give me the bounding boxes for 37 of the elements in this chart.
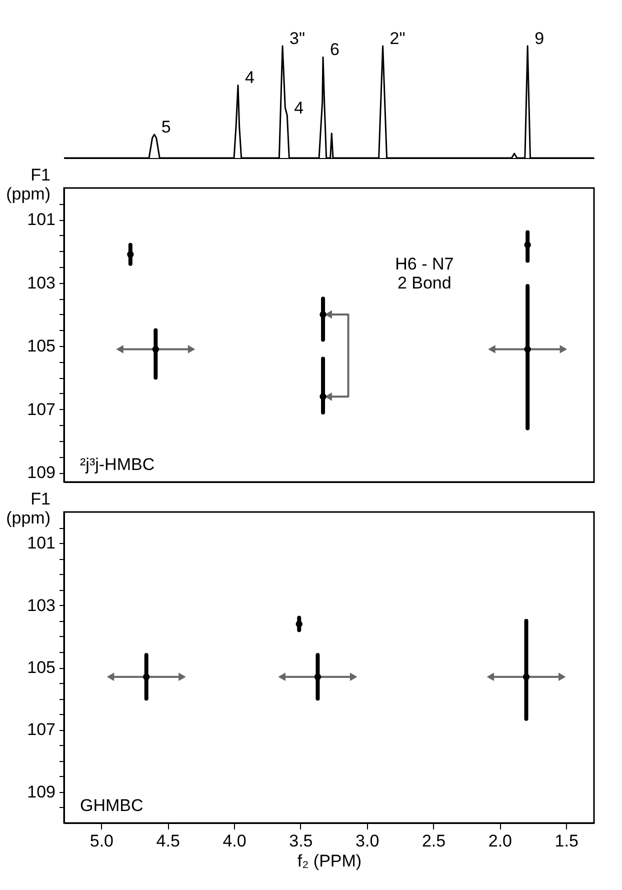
y-tick-label: 105 bbox=[27, 336, 56, 356]
y-tick-label: 101 bbox=[27, 210, 56, 230]
y-tick-label: 109 bbox=[27, 782, 56, 802]
x-tick-label: 2.0 bbox=[488, 832, 512, 850]
y-tick-label: 101 bbox=[27, 534, 56, 553]
y-tick-label: 107 bbox=[27, 720, 56, 740]
x-axis-title: f₂ (PPM) bbox=[297, 852, 362, 870]
x-tick-label: 3.0 bbox=[356, 832, 380, 850]
annotation: 6 bbox=[330, 40, 340, 60]
x-tick-label: 5.0 bbox=[90, 832, 114, 850]
x-tick-label: 2.5 bbox=[422, 832, 446, 850]
y-tick-label: 103 bbox=[27, 596, 56, 615]
annotation: 4 bbox=[294, 98, 304, 118]
point bbox=[320, 311, 326, 318]
annotation: 3" bbox=[290, 29, 306, 48]
annotation: GHMBC bbox=[80, 796, 144, 815]
annotation: 4 bbox=[245, 68, 254, 88]
point bbox=[152, 346, 160, 353]
annotation: 5 bbox=[161, 117, 171, 136]
y-axis-title: F1 (ppm) bbox=[6, 490, 50, 528]
y-tick-label: 105 bbox=[27, 658, 56, 677]
x-tick-label: 1.5 bbox=[554, 832, 578, 850]
point bbox=[524, 346, 531, 353]
y-axis-title: F1 (ppm) bbox=[6, 166, 50, 204]
annotation: ²j³j-HMBC bbox=[80, 455, 155, 474]
y-tick-label: 109 bbox=[27, 463, 56, 482]
x-tick-label: 4.0 bbox=[222, 832, 246, 850]
annotation: 9 bbox=[534, 29, 544, 48]
point bbox=[524, 242, 531, 248]
annotation: H6 - N7 2 Bond bbox=[395, 254, 454, 292]
x-tick-label: 4.5 bbox=[156, 832, 180, 850]
annotation: 2" bbox=[390, 29, 406, 48]
y-tick-label: 103 bbox=[27, 273, 56, 292]
point bbox=[320, 393, 326, 400]
point bbox=[127, 251, 134, 258]
x-tick-label: 3.5 bbox=[289, 832, 313, 850]
y-tick-label: 107 bbox=[27, 400, 56, 419]
